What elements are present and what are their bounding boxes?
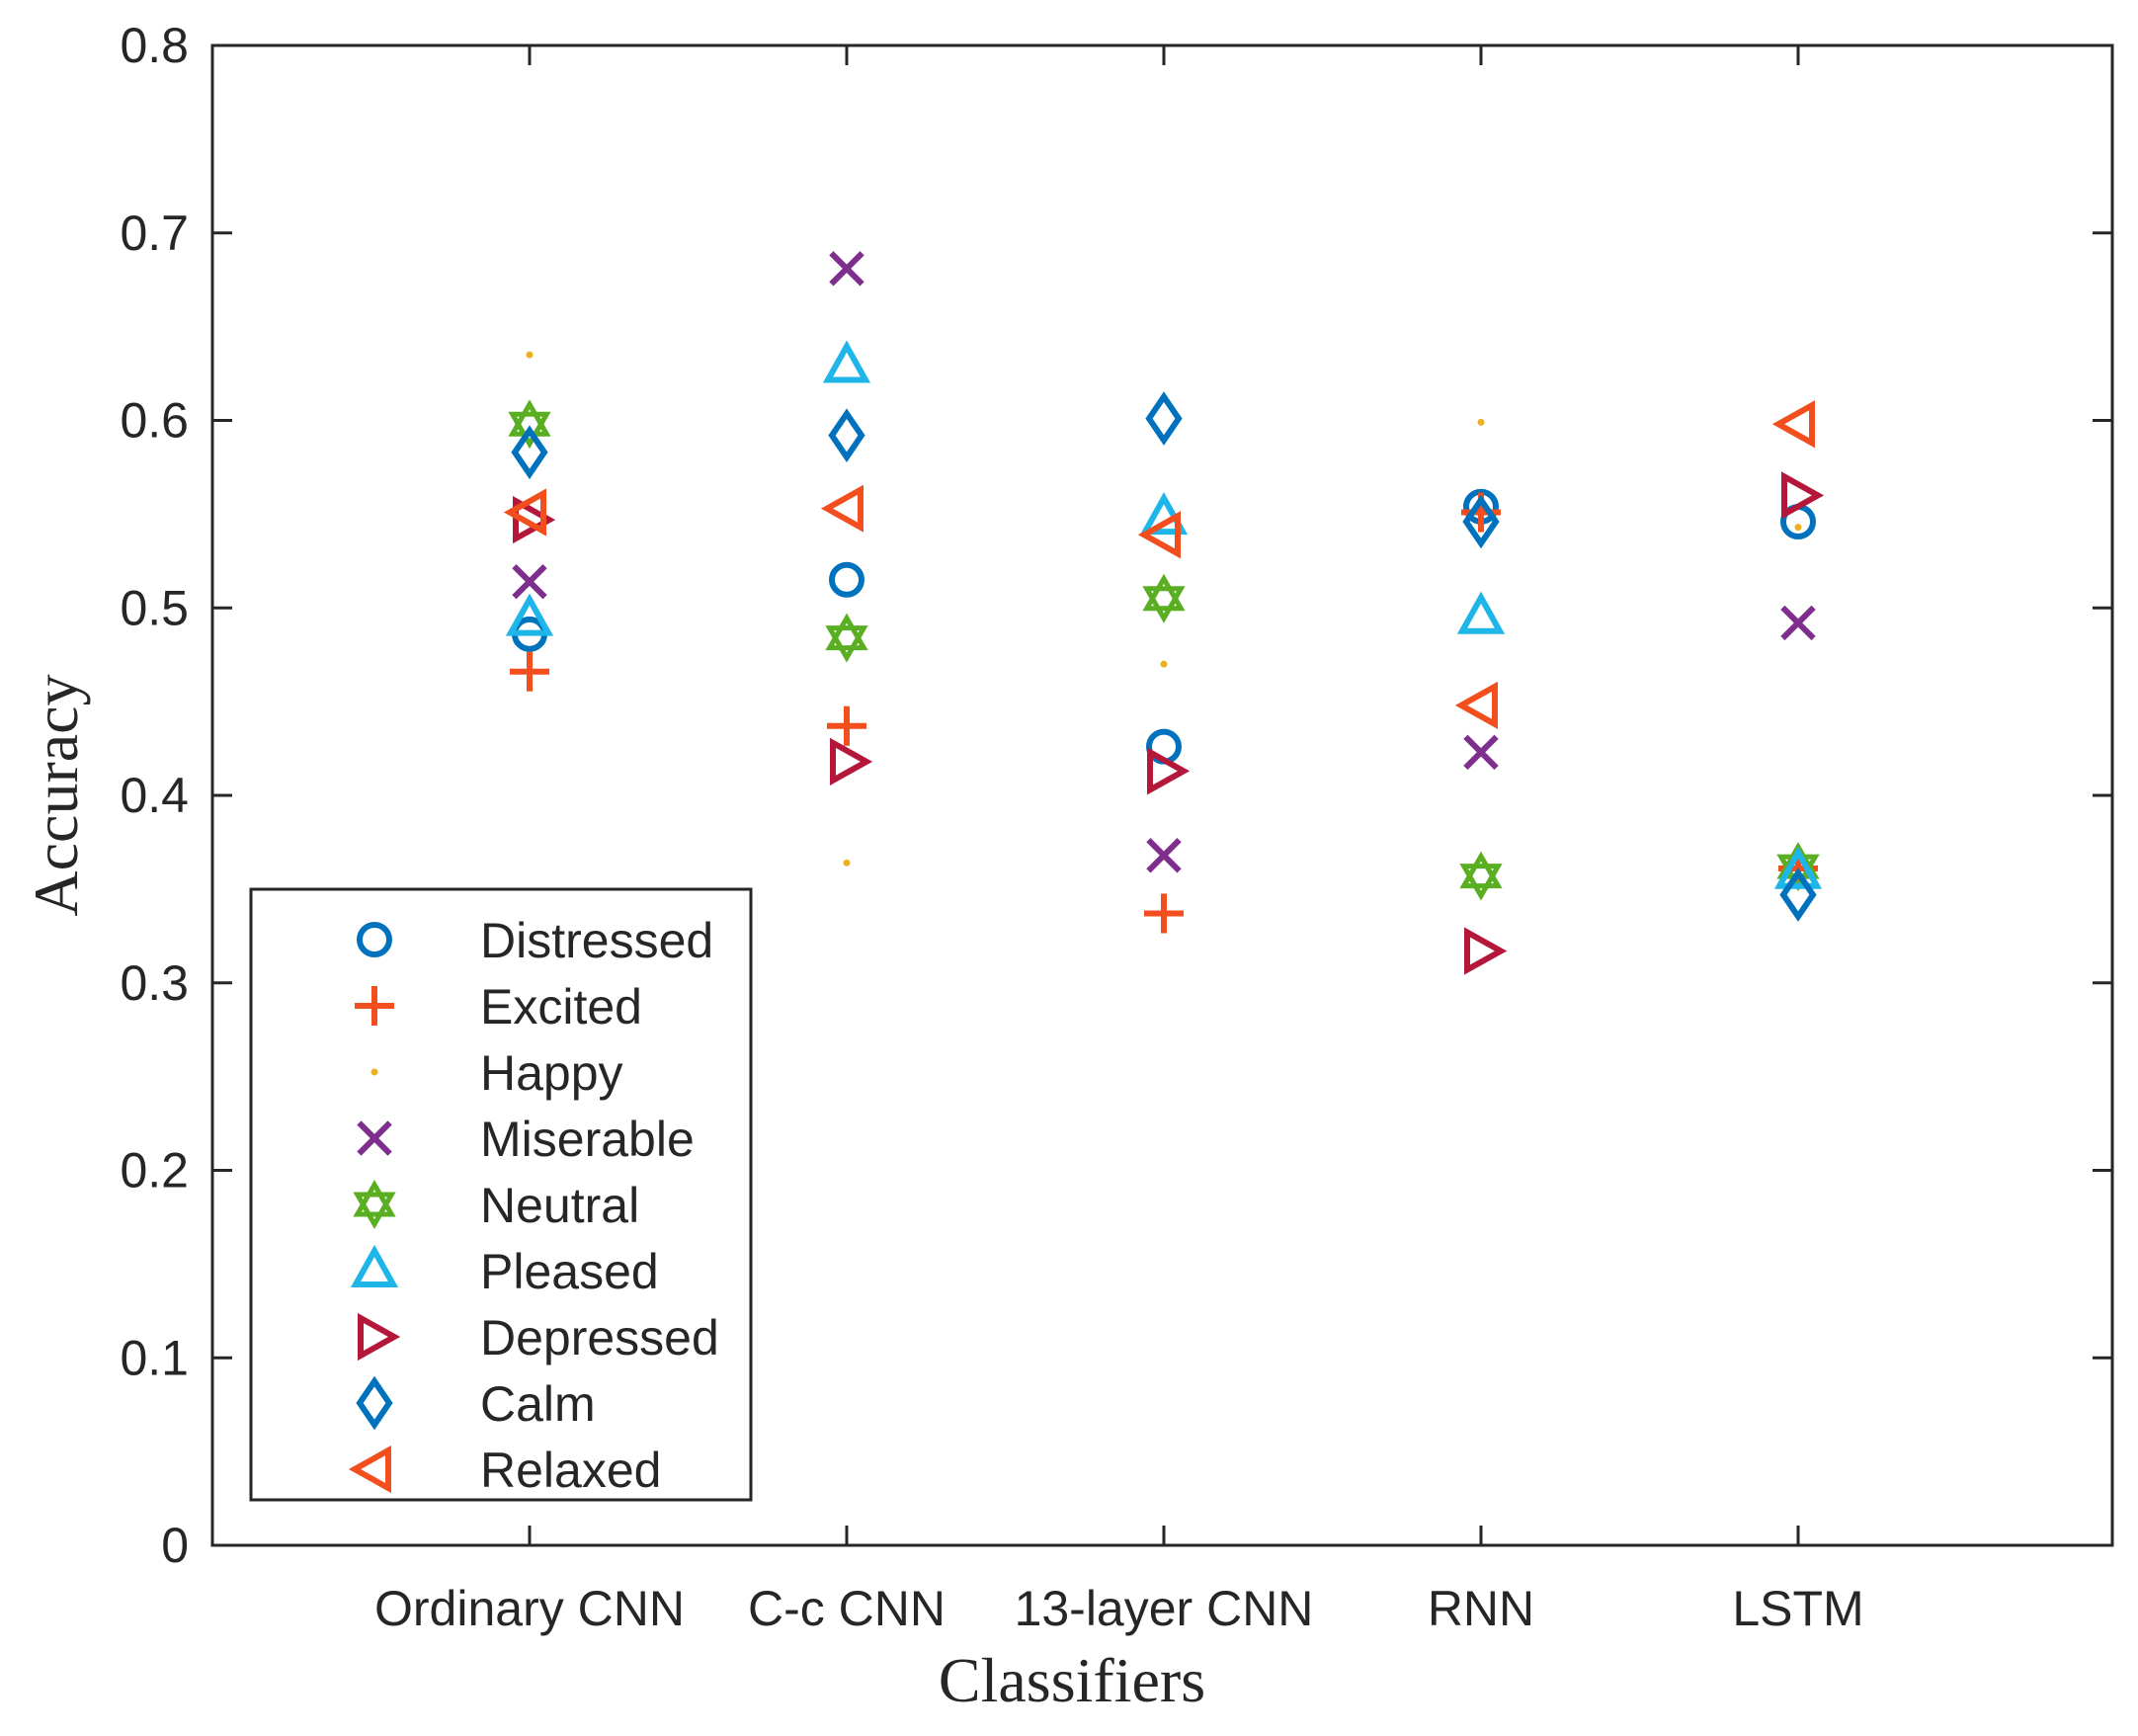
point-depressed-3 xyxy=(1147,747,1191,795)
point-pleased-2 xyxy=(822,340,871,383)
point-neutral-3 xyxy=(1142,573,1186,623)
x-axis-title: Classifiers xyxy=(939,1645,1205,1715)
point-neutral-4 xyxy=(1459,851,1503,901)
y-tick-label: 0.5 xyxy=(120,580,189,635)
x-tick-label: LSTM xyxy=(1732,1581,1863,1636)
point-miserable-3 xyxy=(1146,837,1182,873)
point-happy-2 xyxy=(843,859,851,867)
point-calm-3 xyxy=(1145,391,1183,446)
point-excited-2 xyxy=(827,705,866,746)
point-relaxed-1 xyxy=(503,488,546,537)
legend-label: Pleased xyxy=(480,1244,659,1299)
point-depressed-1 xyxy=(513,495,556,544)
legend-marker-x-icon xyxy=(357,1120,392,1156)
legend-item-excited: Excited xyxy=(355,979,642,1034)
point-depressed-4 xyxy=(1464,927,1508,975)
y-tick-label: 0 xyxy=(161,1518,189,1573)
series-pleased xyxy=(505,340,1823,889)
point-calm-4 xyxy=(1462,494,1500,549)
legend-marker-triangle-up-icon xyxy=(350,1244,399,1287)
axis-ticks xyxy=(212,43,2112,1547)
point-calm-5 xyxy=(1779,868,1817,922)
series-calm xyxy=(511,391,1817,922)
legend-label: Distressed xyxy=(480,913,713,968)
point-pleased-5 xyxy=(1773,846,1823,889)
y-tick-label: 0.3 xyxy=(120,955,189,1011)
y-tick-label: 0.1 xyxy=(120,1330,189,1385)
legend-marker-triangle-left-icon xyxy=(348,1445,391,1494)
legend-item-calm: Calm xyxy=(356,1375,596,1432)
legend-label: Miserable xyxy=(480,1112,695,1167)
point-relaxed-5 xyxy=(1771,400,1815,449)
legend-label: Calm xyxy=(480,1376,596,1432)
point-pleased-4 xyxy=(1456,591,1506,634)
legend-marker-hexagram-icon xyxy=(353,1179,396,1230)
legend-label: Neutral xyxy=(480,1178,639,1233)
legend-box xyxy=(249,887,753,1502)
y-tick-label: 0.7 xyxy=(120,206,189,261)
legend-item-miserable: Miserable xyxy=(357,1112,695,1167)
legend-marker-plus-icon xyxy=(355,986,394,1026)
legend-marker-circle-icon xyxy=(357,922,392,957)
legend-label: Happy xyxy=(480,1045,623,1101)
x-tick-labels: Ordinary CNN C-c CNN 13-layer CNN RNN LSTM xyxy=(374,1581,1864,1636)
point-depressed-2 xyxy=(830,737,873,785)
y-tick-label: 0.8 xyxy=(120,18,189,73)
x-tick-label: Ordinary CNN xyxy=(374,1581,685,1636)
point-happy-1 xyxy=(526,351,534,359)
point-neutral-2 xyxy=(825,613,868,663)
y-tick-labels: 0 0.1 0.2 0.3 0.4 0.5 0.6 0.7 0.8 xyxy=(120,18,189,1573)
legend-item-neutral: Neutral xyxy=(353,1178,639,1233)
legend-marker-triangle-right-icon xyxy=(358,1312,401,1362)
point-relaxed-2 xyxy=(820,484,863,533)
x-tick-label: RNN xyxy=(1428,1581,1534,1636)
point-pleased-1 xyxy=(505,593,554,636)
y-tick-label: 0.4 xyxy=(120,768,189,823)
legend-item-depressed: Depressed xyxy=(358,1310,719,1365)
point-relaxed-3 xyxy=(1137,511,1181,559)
legend-label: Relaxed xyxy=(480,1443,661,1498)
series-relaxed xyxy=(503,400,1815,730)
legend-label: Depressed xyxy=(480,1310,719,1365)
point-happy-5 xyxy=(1794,524,1802,532)
x-tick-label: 13-layer CNN xyxy=(1015,1581,1314,1636)
point-distressed-2 xyxy=(829,561,864,598)
point-pleased-3 xyxy=(1139,492,1189,536)
point-miserable-5 xyxy=(1780,605,1816,641)
y-tick-label: 0.2 xyxy=(120,1143,189,1199)
data-points xyxy=(503,251,1825,975)
series-depressed xyxy=(513,471,1825,975)
point-depressed-5 xyxy=(1781,471,1825,520)
legend-item-relaxed: Relaxed xyxy=(348,1443,661,1498)
legend-item-pleased: Pleased xyxy=(350,1244,659,1299)
legend-marker-diamond-icon xyxy=(356,1375,393,1431)
x-tick-label: C-c CNN xyxy=(748,1581,946,1636)
point-happy-4 xyxy=(1477,418,1485,426)
point-miserable-2 xyxy=(829,251,864,287)
legend-item-distressed: Distressed xyxy=(357,913,713,968)
point-calm-1 xyxy=(511,425,548,480)
series-miserable xyxy=(512,251,1816,873)
point-miserable-4 xyxy=(1463,734,1499,771)
series-happy xyxy=(526,351,1802,867)
legend-marker-point-icon xyxy=(370,1068,378,1076)
point-happy-3 xyxy=(1160,660,1168,668)
point-miserable-1 xyxy=(512,563,547,600)
legend: Distressed Excited Happy Miserable Neutral Pl… xyxy=(249,887,753,1502)
point-excited-3 xyxy=(1144,893,1184,934)
legend-item-happy: Happy xyxy=(370,1045,623,1101)
point-relaxed-4 xyxy=(1454,681,1498,730)
legend-label: Excited xyxy=(480,979,642,1034)
point-calm-2 xyxy=(828,408,865,463)
y-tick-label: 0.6 xyxy=(120,393,189,449)
point-excited-1 xyxy=(510,651,549,692)
y-axis-title: Accuracy xyxy=(21,674,91,916)
